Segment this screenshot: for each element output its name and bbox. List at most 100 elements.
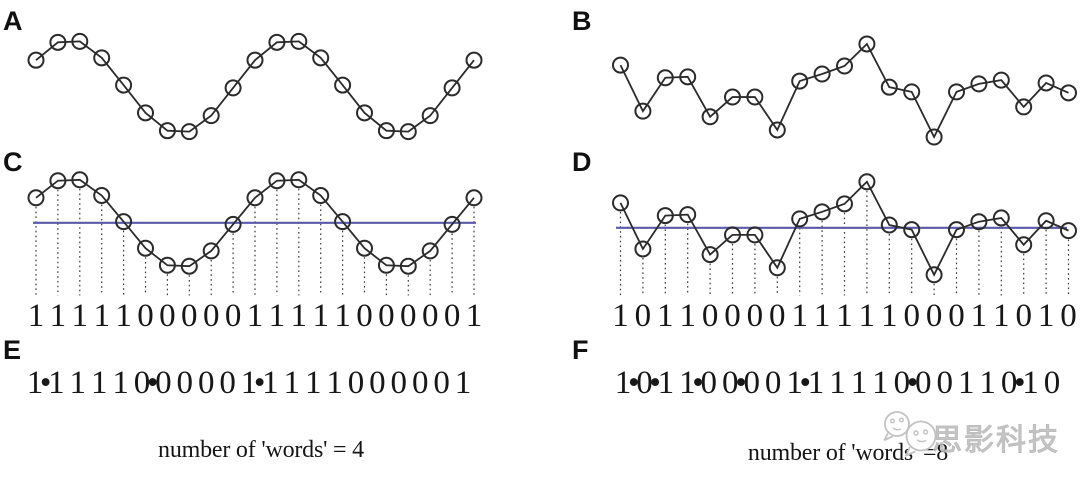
data-point-marker [768,259,786,277]
chat-bubbles-icon [883,411,937,457]
sequence-digit: 1 [48,365,65,401]
data-point-marker [836,195,853,213]
binary-digit: 1 [268,298,286,334]
data-point-marker [992,209,1010,227]
binary-digit: 1 [93,298,110,334]
binary-digit: 0 [769,298,786,334]
binary-digit: 0 [903,298,920,334]
sequence-digit: 1 [786,365,803,401]
binary-digit: 0 [202,298,220,334]
binary-digit: 0 [356,298,373,334]
sequence-digit: 0 [1043,365,1061,401]
data-point-marker [465,51,483,69]
word-separator-dot: • [799,365,812,401]
data-point-marker [858,173,876,191]
data-point-marker [880,78,898,96]
sequence-digit: 0 [1000,365,1018,401]
data-point-marker [356,104,373,122]
data-point-marker [679,68,697,86]
sequence-digit: 1 [283,365,301,401]
data-point-marker [137,104,154,122]
data-point-marker [634,240,652,258]
word-separator-dot: • [1014,365,1026,401]
watermark-text: 思影科技 [932,423,1060,459]
sequence-digit: 1 [657,365,675,401]
data-point-marker [334,213,352,231]
sequence-digit: 0 [176,365,194,401]
binary-digit: 1 [246,298,264,334]
sequence-digit: 1 [112,365,129,401]
binary-digit: 0 [224,298,242,334]
data-point-marker [903,221,921,239]
data-point-marker [421,107,439,125]
data-point-marker [443,79,461,97]
data-point-marker [71,171,89,189]
data-point-marker [1037,212,1055,230]
data-point-marker [970,213,988,231]
sequence-digit: 1 [829,365,846,401]
data-point-marker [1060,222,1077,240]
data-point-marker [858,35,876,53]
sequence-digit: 1 [304,365,322,401]
data-point-marker [180,123,198,141]
data-point-marker [377,122,395,140]
thresholded-panel-D [612,173,1077,296]
data-point-marker [925,266,943,284]
sequence-digit: 0 [743,365,760,401]
data-point-marker [246,51,264,69]
sequence-digit: 0 [764,365,782,401]
data-point-marker [356,239,373,257]
sequence-digit: 0 [390,365,408,401]
data-point-marker [290,32,308,50]
binary-digit: 0 [1060,298,1077,334]
data-point-marker [312,187,330,205]
data-point-marker [180,257,198,275]
binary-digit: 1 [858,298,876,334]
binary-digit: 1 [679,298,696,334]
binary-digit: 1 [791,298,808,334]
sequence-digit: 1 [69,365,87,401]
sequence-digit: 1 [807,365,825,401]
watermark: 思影科技 [880,406,1080,466]
data-point-marker [836,57,853,75]
sequence-digit: 1 [957,365,975,401]
binary-digit: 1 [657,298,674,334]
data-point-marker [701,108,719,126]
data-point-marker [49,172,67,190]
word-separator-dot: • [692,365,704,401]
caption-left: number of 'words' = 4 [158,437,364,463]
data-point-marker [634,102,652,120]
sequence-digit: 0 [915,365,932,401]
data-point-marker [746,226,764,244]
binary-digit: 0 [181,298,198,334]
data-point-marker [49,33,67,51]
sequence-digit: 1 [679,365,696,401]
sequence-digit: 1 [872,365,889,401]
data-point-marker [202,107,220,125]
sequence-digit: 0 [636,365,653,401]
data-point-marker [312,49,330,67]
binary-digit: 1 [465,298,483,334]
data-point-marker [158,256,176,274]
thresholded-panel-C [27,171,483,296]
data-point-marker [465,189,483,207]
sequence-digit: 1 [26,365,44,401]
data-point-marker [768,121,786,139]
binary-digit: 1 [836,298,853,334]
binary-digit: 0 [159,298,176,334]
sequence-digit: 0 [197,365,215,401]
data-point-marker [71,32,89,50]
raw-signal-polyline [35,40,475,133]
data-point-marker [399,257,417,275]
sequence-digit: 1 [850,365,868,401]
data-point-marker [443,215,461,233]
sequence-digit: 0 [133,365,151,401]
panel-label-b: B [572,6,592,36]
word-separator-dot: • [627,365,640,401]
data-point-marker [268,33,286,51]
sequence-digit: 1 [979,365,996,401]
data-point-marker [202,242,220,260]
panel-label-a: A [3,6,23,36]
data-point-marker [334,76,352,94]
